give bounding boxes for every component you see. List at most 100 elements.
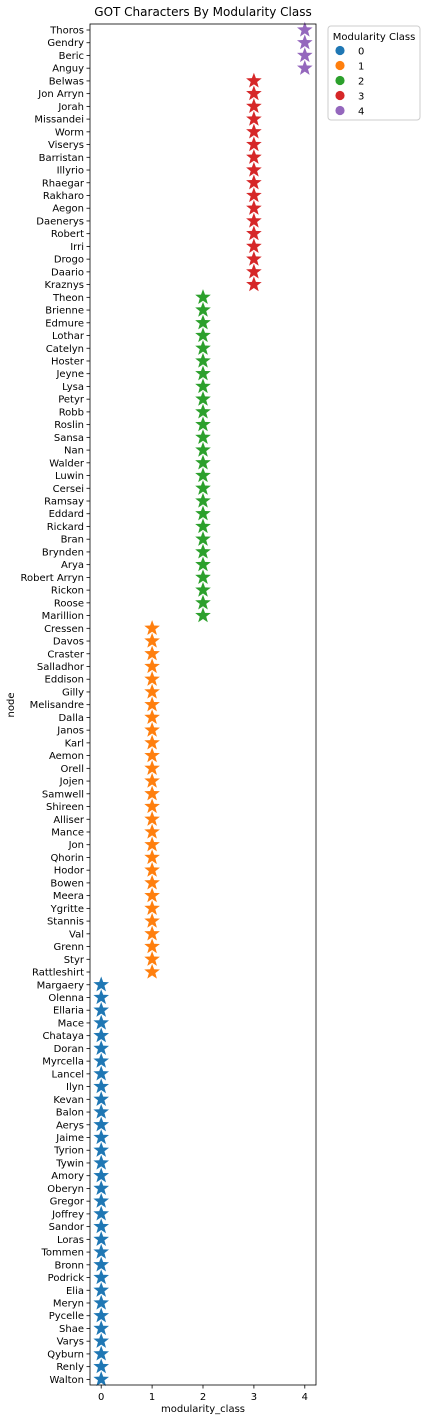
point-nan	[195, 441, 211, 457]
y-tick-label: Myrcella	[42, 1057, 84, 1068]
chart-title: GOT Characters By Modularity Class	[94, 5, 311, 19]
point-mace	[93, 1014, 109, 1030]
y-tick-label: Beric	[59, 51, 84, 62]
point-tywin	[93, 1154, 109, 1170]
y-tick-label: Petyr	[58, 395, 85, 406]
point-bronn	[93, 1256, 109, 1272]
point-shae	[93, 1320, 109, 1336]
point-eddard	[195, 505, 211, 521]
y-tick-label: Kevan	[53, 1095, 84, 1106]
point-aegon	[246, 200, 262, 215]
y-tick-label: Lancel	[52, 1069, 84, 1080]
y-tick-label: Illyrio	[57, 166, 84, 177]
point-roose	[195, 594, 211, 610]
point-lancel	[93, 1065, 109, 1081]
point-marillion	[195, 607, 211, 623]
legend-label: 3	[358, 92, 364, 103]
y-tick-label: Robb	[59, 407, 84, 418]
point-rickon	[195, 581, 211, 597]
point-janos	[144, 721, 160, 737]
y-tick-label: Bowen	[50, 878, 84, 889]
point-davos	[144, 632, 160, 648]
y-tick-label: Meera	[53, 891, 84, 902]
point-shireen	[144, 798, 160, 814]
y-tick-label: Theon	[52, 293, 84, 304]
point-samwell	[144, 785, 160, 801]
point-craster	[144, 645, 160, 661]
legend-label: 1	[358, 62, 364, 73]
y-tick-label: Walton	[49, 1375, 84, 1386]
y-tick-label: Nan	[64, 446, 84, 457]
legend: Modularity Class 0 1 2 3 4	[327, 25, 421, 121]
point-jojen	[144, 772, 160, 788]
legend-marker	[335, 90, 345, 101]
point-brynden	[195, 543, 211, 559]
y-tick-label: Ramsay	[44, 497, 84, 508]
point-melisandre	[144, 696, 160, 712]
y-tick-label: Catelyn	[46, 344, 84, 355]
y-tick-label: Jojen	[59, 777, 84, 788]
point-jeyne	[195, 365, 211, 381]
point-rhaegar	[246, 174, 262, 190]
point-salladhor	[144, 658, 160, 674]
y-tick-label: Edmure	[45, 318, 84, 329]
y-tick-label: Rickon	[51, 586, 84, 597]
y-tick-label: Bronn	[54, 1260, 84, 1271]
y-tick-label: Davos	[53, 637, 84, 648]
y-tick-label: Viserys	[48, 140, 84, 151]
point-cressen	[144, 620, 160, 635]
y-tick-label: Stannis	[47, 917, 84, 928]
point-pycelle	[93, 1307, 109, 1323]
y-tick-label: Jon Arryn	[37, 89, 84, 100]
point-joffrey	[93, 1205, 109, 1221]
y-tick-label: Podrick	[48, 1273, 85, 1284]
point-styr	[144, 951, 160, 966]
y-tick-label: Barristan	[39, 153, 84, 164]
point-loras	[93, 1231, 109, 1246]
point-rattleshirt	[144, 963, 160, 979]
y-tick-label: Meryn	[53, 1299, 84, 1310]
y-tick-label: Gilly	[62, 687, 84, 698]
point-dalla	[144, 709, 160, 725]
y-tick-label: Orell	[61, 764, 84, 775]
point-tyrion	[93, 1142, 109, 1157]
point-balon	[93, 1103, 109, 1119]
y-tick-label: Shireen	[46, 802, 84, 813]
y-tick-label: Alliser	[53, 815, 85, 826]
y-tick-label: Grenn	[54, 942, 84, 953]
y-tick-label: Qyburn	[47, 1349, 84, 1360]
y-tick-label: Robert	[51, 229, 84, 240]
point-gregor	[93, 1192, 109, 1208]
y-tick-label: Tywin	[55, 1158, 84, 1169]
y-tick-label: Tyrion	[53, 1146, 84, 1157]
point-edmure	[195, 314, 211, 330]
legend-title: Modularity Class	[333, 32, 416, 43]
point-gilly	[144, 683, 160, 699]
y-axis-label: node	[6, 693, 17, 718]
x-tick-label: 3	[251, 1392, 257, 1403]
point-ilyn	[93, 1078, 109, 1094]
legend-marker	[335, 45, 345, 56]
y-tick-label: Daario	[51, 267, 84, 278]
point-ellaria	[93, 1002, 109, 1017]
point-elia	[93, 1282, 109, 1297]
y-tick-label: Eddison	[45, 675, 84, 686]
point-sansa	[195, 429, 211, 444]
point-irri	[246, 238, 262, 254]
point-hoster	[195, 352, 211, 368]
y-tick-label: Doran	[54, 1044, 84, 1055]
point-petyr	[195, 390, 211, 406]
y-tick-label: Roslin	[54, 420, 84, 431]
y-tick-label: Cressen	[44, 624, 84, 635]
y-tick-label: Arya	[61, 560, 84, 571]
point-thoros	[297, 21, 313, 37]
point-bowen	[144, 874, 160, 890]
point-meryn	[93, 1294, 109, 1310]
point-robert	[246, 225, 262, 241]
point-oberyn	[93, 1180, 109, 1196]
point-meera	[144, 887, 160, 903]
point-gendry	[297, 34, 313, 50]
y-tick-label: Bran	[61, 535, 84, 546]
y-tick-label: Styr	[64, 955, 85, 966]
y-tick-label: Ygritte	[50, 904, 84, 915]
